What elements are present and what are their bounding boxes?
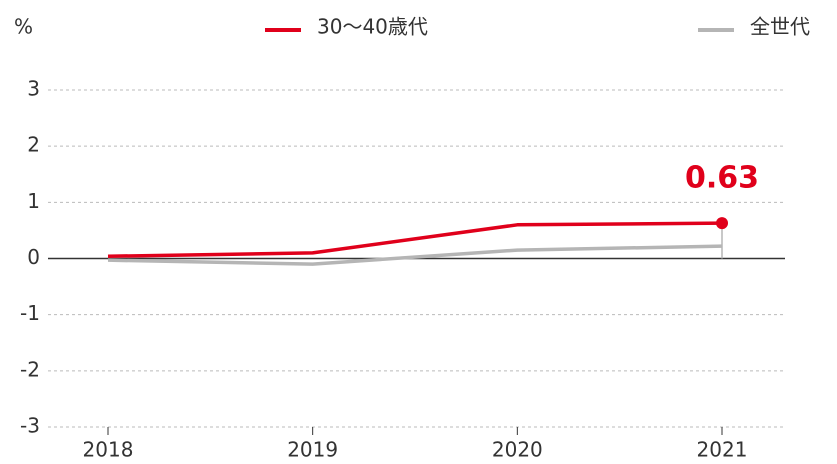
y-tick-label: -3	[20, 414, 40, 438]
x-tick-label: 2019	[287, 438, 338, 462]
y-tick-label: -2	[20, 357, 40, 381]
y-tick-label: -1	[20, 301, 40, 325]
end-point	[716, 217, 728, 230]
y-tick-label: 0	[27, 245, 40, 269]
legend-label: 全世代	[750, 15, 810, 39]
y-tick-label: 2	[27, 133, 40, 157]
series-line	[107, 221, 723, 259]
data-label: 0.63	[685, 161, 759, 196]
y-axis-label: %	[14, 15, 33, 39]
x-tick-label: 2018	[83, 438, 134, 462]
y-tick-label: 1	[27, 189, 40, 213]
x-tick-label: 2020	[492, 438, 543, 462]
series-line	[107, 244, 723, 266]
y-tick-label: 3	[27, 77, 40, 101]
legend-label: 30〜40歳代	[317, 15, 428, 39]
x-tick-label: 2021	[697, 438, 748, 462]
